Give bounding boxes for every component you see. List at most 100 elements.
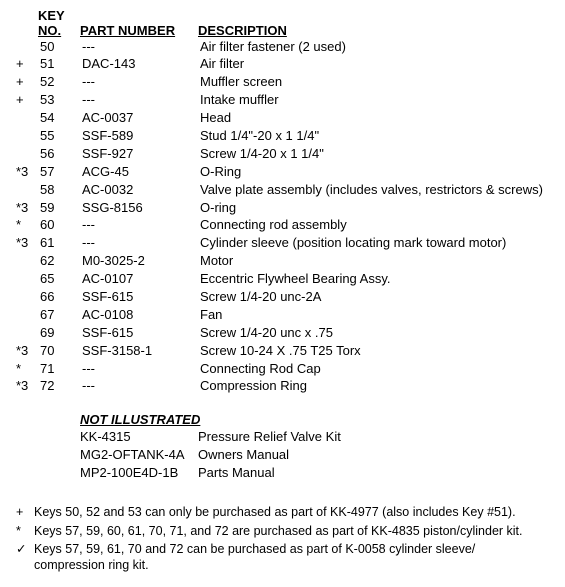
footnotes: +Keys 50, 52 and 53 can only be purchase…: [16, 504, 549, 573]
parts-row: *359SSG-8156O-ring: [16, 199, 549, 217]
parts-row: +53---Intake muffler: [16, 92, 549, 110]
not-illustrated-title: NOT ILLUSTRATED: [80, 412, 549, 427]
ni-description: Pressure Relief Valve Kit: [198, 429, 549, 446]
row-mark: *: [16, 361, 40, 378]
row-mark: [16, 128, 40, 145]
parts-row: *372---Compression Ring: [16, 378, 549, 396]
row-key: 69: [40, 325, 82, 342]
row-part-number: SSG-8156: [82, 200, 200, 217]
row-part-number: M0-3025-2: [82, 253, 200, 270]
row-description: Motor: [200, 253, 549, 270]
row-mark: [16, 325, 40, 342]
parts-row: 66SSF-615Screw 1/4-20 unc-2A: [16, 288, 549, 306]
row-mark: [16, 253, 40, 270]
parts-row: 56SSF-927Screw 1/4-20 x 1 1/4": [16, 145, 549, 163]
row-description: Valve plate assembly (includes valves, r…: [200, 182, 549, 199]
parts-row: 69SSF-615Screw 1/4-20 unc x .75: [16, 324, 549, 342]
row-key: 72: [40, 378, 82, 395]
row-mark: [16, 307, 40, 324]
row-description: Eccentric Flywheel Bearing Assy.: [200, 271, 549, 288]
parts-row: *71---Connecting Rod Cap: [16, 360, 549, 378]
parts-list-page: KEY NO. PART NUMBER DESCRIPTION 50---Air…: [0, 0, 565, 587]
parts-row: *361---Cylinder sleeve (position locatin…: [16, 235, 549, 253]
row-description: Stud 1/4"-20 x 1 1/4": [200, 128, 549, 145]
row-key: 61: [40, 235, 82, 252]
ni-part-number: MG2-OFTANK-4A: [80, 447, 198, 464]
row-part-number: AC-0032: [82, 182, 200, 199]
header-key-no: NO.: [38, 23, 80, 38]
footnote-text: Keys 50, 52 and 53 can only be purchased…: [34, 504, 549, 520]
parts-row: +51DAC-143Air filter: [16, 56, 549, 74]
row-part-number: ---: [82, 217, 200, 234]
row-description: Connecting Rod Cap: [200, 361, 549, 378]
parts-row: 67AC-0108Fan: [16, 306, 549, 324]
not-illustrated-rows: KK-4315Pressure Relief Valve KitMG2-OFTA…: [16, 429, 549, 483]
ni-part-number: MP2-100E4D-1B: [80, 465, 198, 482]
not-illustrated-row: MG2-OFTANK-4AOwners Manual: [80, 447, 549, 465]
row-part-number: ---: [82, 235, 200, 252]
not-illustrated-row: KK-4315Pressure Relief Valve Kit: [80, 429, 549, 447]
row-key: 55: [40, 128, 82, 145]
parts-row: 50---Air filter fastener (2 used): [16, 38, 549, 56]
row-mark: [16, 289, 40, 306]
row-mark: [16, 39, 40, 56]
row-key: 58: [40, 182, 82, 199]
row-description: Muffler screen: [200, 74, 549, 91]
row-part-number: SSF-589: [82, 128, 200, 145]
row-part-number: ---: [82, 92, 200, 109]
row-key: 66: [40, 289, 82, 306]
row-key: 57: [40, 164, 82, 181]
row-part-number: SSF-927: [82, 146, 200, 163]
ni-description: Owners Manual: [198, 447, 549, 464]
row-description: Head: [200, 110, 549, 127]
parts-row: 55SSF-589Stud 1/4"-20 x 1 1/4": [16, 127, 549, 145]
row-mark: *: [16, 217, 40, 234]
row-mark: +: [16, 92, 40, 109]
row-key: 56: [40, 146, 82, 163]
footnote-row: ✓Keys 57, 59, 61, 70 and 72 can be purch…: [16, 541, 549, 574]
row-part-number: SSF-615: [82, 325, 200, 342]
row-mark: *3: [16, 343, 40, 360]
row-description: Intake muffler: [200, 92, 549, 109]
row-key: 70: [40, 343, 82, 360]
row-key: 59: [40, 200, 82, 217]
row-part-number: AC-0108: [82, 307, 200, 324]
parts-row: 62M0-3025-2Motor: [16, 253, 549, 271]
header-row: NO. PART NUMBER DESCRIPTION: [16, 23, 549, 38]
row-mark: *3: [16, 378, 40, 395]
row-part-number: AC-0037: [82, 110, 200, 127]
row-key: 60: [40, 217, 82, 234]
ni-part-number: KK-4315: [80, 429, 198, 446]
row-description: Screw 1/4-20 unc x .75: [200, 325, 549, 342]
ni-description: Parts Manual: [198, 465, 549, 482]
row-key: 67: [40, 307, 82, 324]
header-mark-spacer: [16, 23, 38, 38]
row-description: Air filter fastener (2 used): [200, 39, 549, 56]
row-mark: [16, 271, 40, 288]
parts-rows: 50---Air filter fastener (2 used)+51DAC-…: [16, 38, 549, 396]
row-key: 52: [40, 74, 82, 91]
row-mark: [16, 146, 40, 163]
row-mark: *3: [16, 164, 40, 181]
row-description: O-ring: [200, 200, 549, 217]
row-key: 51: [40, 56, 82, 73]
header-description: DESCRIPTION: [198, 23, 549, 38]
header-part-number: PART NUMBER: [80, 23, 198, 38]
row-mark: [16, 110, 40, 127]
row-part-number: ---: [82, 74, 200, 91]
header-key-top: KEY: [38, 8, 549, 23]
row-part-number: ---: [82, 378, 200, 395]
row-mark: +: [16, 56, 40, 73]
row-description: Screw 1/4-20 unc-2A: [200, 289, 549, 306]
footnote-symbol: ✓: [16, 541, 34, 574]
parts-row: *357ACG-45O-Ring: [16, 163, 549, 181]
row-mark: *3: [16, 235, 40, 252]
footnote-text: Keys 57, 59, 61, 70 and 72 can be purcha…: [34, 541, 549, 574]
row-mark: +: [16, 74, 40, 91]
row-key: 53: [40, 92, 82, 109]
row-description: Screw 10-24 X .75 T25 Torx: [200, 343, 549, 360]
row-key: 71: [40, 361, 82, 378]
row-mark: *3: [16, 200, 40, 217]
row-part-number: DAC-143: [82, 56, 200, 73]
row-description: O-Ring: [200, 164, 549, 181]
